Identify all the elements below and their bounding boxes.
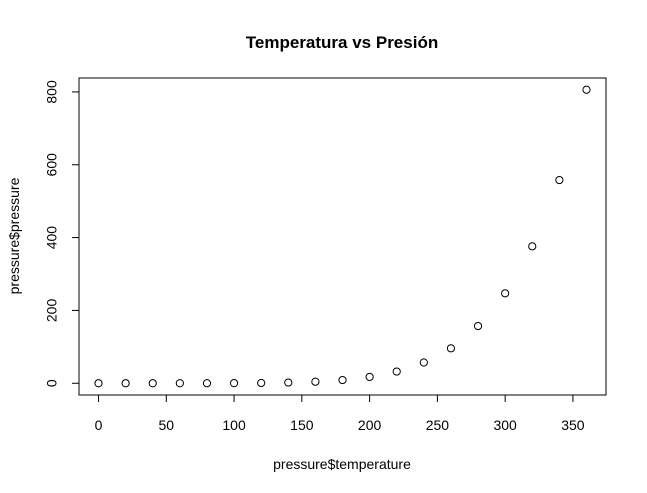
data-point [582,85,591,94]
data-point [148,379,157,388]
data-point [202,379,212,388]
x-tick-label: 350 [561,417,585,433]
data-point [419,358,428,367]
y-tick-label: 400 [44,226,60,250]
chart-title: Temperatura vs Presión [246,33,438,52]
x-axis-label: pressure$temperature [273,456,411,472]
x-tick-label: 0 [95,417,103,433]
y-tick-label: 600 [44,153,60,177]
data-points [94,85,591,388]
y-tick-label: 800 [44,80,60,104]
x-tick-label: 150 [290,417,314,433]
data-point [284,378,293,387]
x-tick-label: 100 [222,417,246,433]
x-axis-ticks: 0 50 100 150 200 250 300 350 [95,395,585,433]
data-point [94,379,103,388]
data-point [528,242,537,251]
data-point [555,175,564,185]
data-point [121,379,130,388]
y-axis-ticks: 0 200 400 600 800 [44,80,79,387]
data-point [473,321,483,331]
data-point [365,372,374,382]
y-axis-label: pressure$pressure [6,177,22,294]
x-tick-label: 250 [426,417,450,433]
data-point [175,379,184,388]
y-tick-label: 0 [44,379,60,387]
plot-frame [78,77,607,396]
x-tick-label: 50 [159,417,175,433]
x-tick-label: 200 [358,417,382,433]
data-point [446,344,456,353]
data-point [311,377,320,386]
y-tick-label: 200 [44,299,60,323]
data-point [501,289,510,298]
data-point [229,379,239,388]
data-point [257,378,266,388]
x-tick-label: 300 [493,417,517,433]
data-point [392,367,401,376]
data-point [338,375,347,385]
